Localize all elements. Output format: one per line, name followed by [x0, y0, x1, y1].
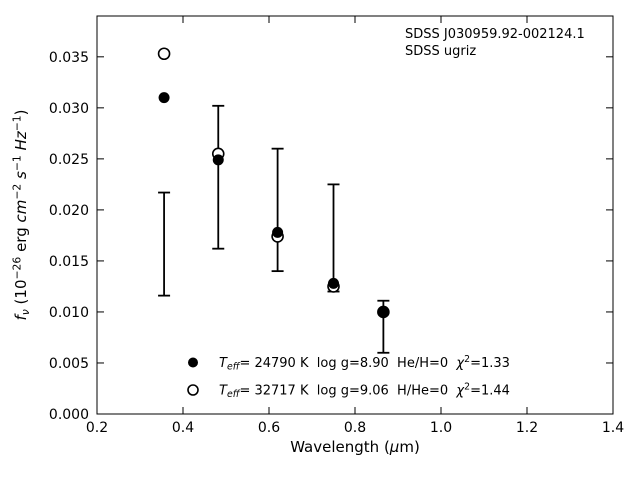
- errorbar-g: [212, 104, 225, 250]
- x-tick-label: 0.4: [172, 420, 194, 436]
- y-axis-label: fν (10−26 erg cm−2 s−1 Hz−1): [10, 109, 32, 320]
- legend-label-model-teff-24790: Teff= 24790 K log g=8.90 He/H=0 χ2=1.33: [219, 354, 510, 373]
- object-annotation: SDSS J030959.92-002124.1 SDSS ugriz: [405, 26, 585, 60]
- data-point-filled-i: [328, 277, 339, 289]
- legend-label-model-teff-32717: Teff= 32717 K log g=9.06 H/He=0 χ2=1.44: [219, 382, 510, 401]
- x-tick-label: 0.6: [258, 420, 280, 436]
- x-tick-label: 0.8: [344, 420, 366, 436]
- object-id-label: SDSS J030959.92-002124.1: [405, 27, 585, 42]
- plot-frame: [96, 15, 614, 415]
- y-tick-label: 0.025: [49, 152, 89, 168]
- data-point-filled-u: [158, 92, 170, 104]
- y-tick-label: 0.000: [49, 407, 89, 423]
- x-tick-label: 1.4: [602, 420, 624, 436]
- errorbar-r: [271, 147, 284, 273]
- x-axis-label: Wavelength (μm): [290, 438, 420, 456]
- x-tick-label: 1.0: [430, 420, 452, 436]
- data-point-filled-z: [377, 306, 389, 318]
- y-tick-label: 0.030: [49, 101, 89, 117]
- x-tick-label: 1.2: [516, 420, 538, 436]
- y-tick-label: 0.020: [49, 203, 89, 219]
- errorbar-u: [158, 191, 171, 297]
- photometry-system-label: SDSS ugriz: [405, 44, 477, 59]
- data-point-filled-g: [212, 154, 224, 166]
- x-tick-label: 0.2: [86, 420, 108, 436]
- legend-marker-filled: [188, 357, 198, 368]
- data-point-filled-r: [272, 226, 284, 238]
- y-tick-label: 0.010: [49, 305, 89, 321]
- y-tick-label: 0.005: [49, 356, 89, 372]
- errorbar-i: [327, 183, 340, 293]
- legend-marker-open: [187, 384, 199, 396]
- y-tick-label: 0.035: [49, 50, 89, 66]
- y-tick-label: 0.015: [49, 254, 89, 270]
- data-point-open-u: [157, 47, 171, 61]
